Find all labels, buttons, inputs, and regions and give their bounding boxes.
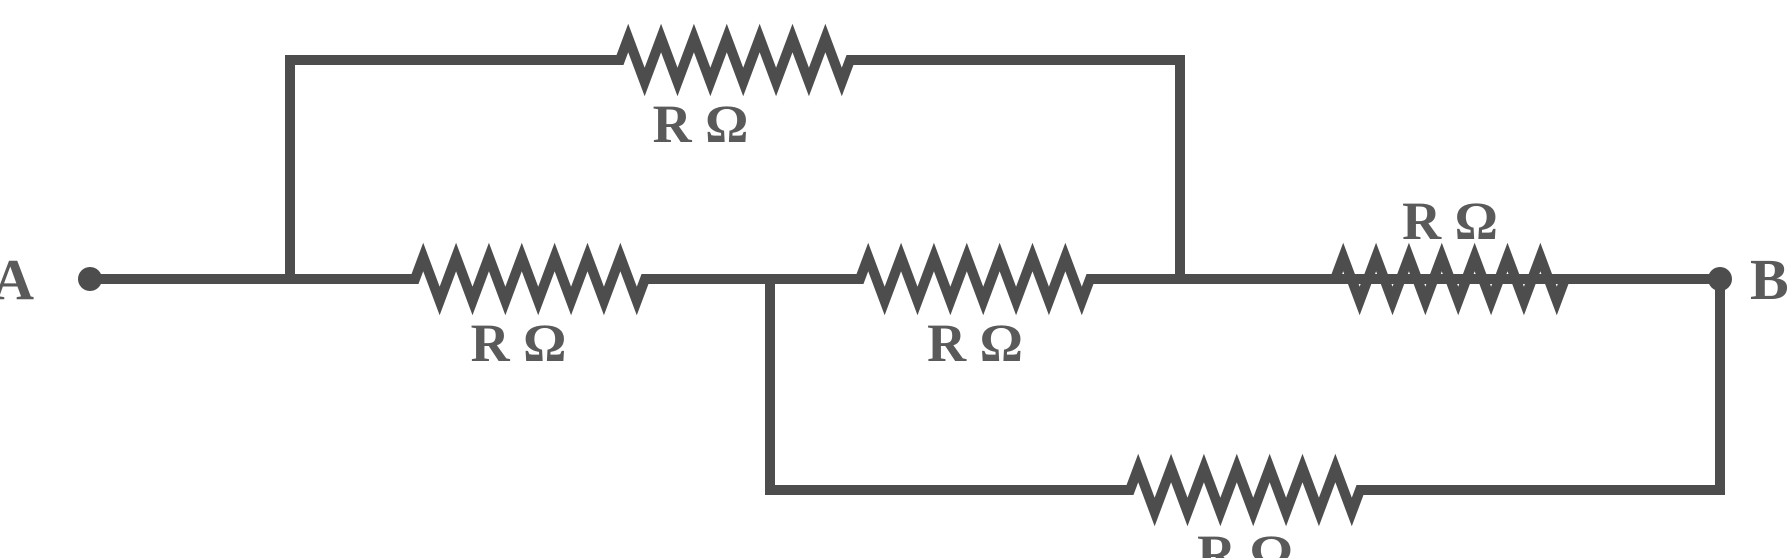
terminal-dot-A (78, 267, 102, 291)
resistor-label-R_bot: R Ω (1197, 524, 1293, 558)
resistor-label-R_mid2: R Ω (927, 313, 1023, 373)
circuit-diagram: R Ω R Ω R Ω R Ω R Ω A B (0, 0, 1792, 558)
resistor-label-R_mid1: R Ω (471, 313, 567, 373)
terminal-dot-B (1708, 267, 1732, 291)
terminal-label-A: A (0, 247, 34, 312)
terminal-label-B: B (1750, 247, 1789, 312)
resistor-label-R_top: R Ω (653, 94, 749, 154)
resistor-label-R_right: R Ω (1402, 191, 1498, 251)
